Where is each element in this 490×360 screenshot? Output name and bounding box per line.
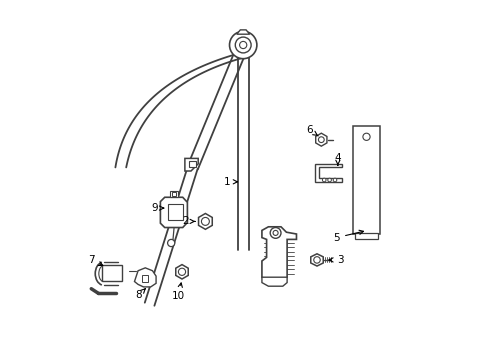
Polygon shape (262, 277, 287, 286)
Bar (189, 161, 196, 167)
Polygon shape (198, 213, 212, 229)
Text: 8: 8 (136, 289, 145, 300)
Text: 4: 4 (335, 153, 341, 166)
Circle shape (229, 31, 257, 59)
Text: 9: 9 (151, 203, 164, 213)
Polygon shape (315, 164, 342, 182)
Polygon shape (160, 197, 187, 228)
Bar (102, 265, 122, 281)
Circle shape (333, 178, 337, 182)
Bar (169, 204, 183, 220)
Circle shape (318, 137, 324, 143)
Polygon shape (311, 254, 323, 266)
Circle shape (270, 228, 281, 238)
Circle shape (314, 257, 320, 263)
Circle shape (201, 217, 209, 225)
Circle shape (235, 37, 251, 53)
Polygon shape (185, 158, 198, 171)
Bar (353, 126, 380, 234)
Circle shape (178, 268, 186, 275)
Text: 10: 10 (172, 283, 185, 301)
Bar (142, 275, 148, 282)
Bar (172, 192, 176, 196)
Polygon shape (316, 133, 327, 146)
Circle shape (240, 41, 247, 49)
Circle shape (273, 230, 278, 235)
Polygon shape (262, 227, 296, 281)
Text: 1: 1 (224, 177, 237, 187)
Circle shape (328, 178, 331, 182)
Bar (355, 233, 378, 239)
Text: 2: 2 (183, 216, 195, 226)
Bar (171, 191, 178, 197)
Text: 6: 6 (306, 125, 318, 136)
Polygon shape (176, 265, 188, 279)
Circle shape (363, 133, 370, 140)
Polygon shape (134, 268, 156, 287)
Text: 3: 3 (329, 255, 343, 265)
Text: 7: 7 (88, 255, 103, 265)
Text: 5: 5 (334, 230, 364, 243)
Polygon shape (237, 30, 250, 34)
Circle shape (322, 178, 326, 182)
Circle shape (168, 239, 175, 247)
